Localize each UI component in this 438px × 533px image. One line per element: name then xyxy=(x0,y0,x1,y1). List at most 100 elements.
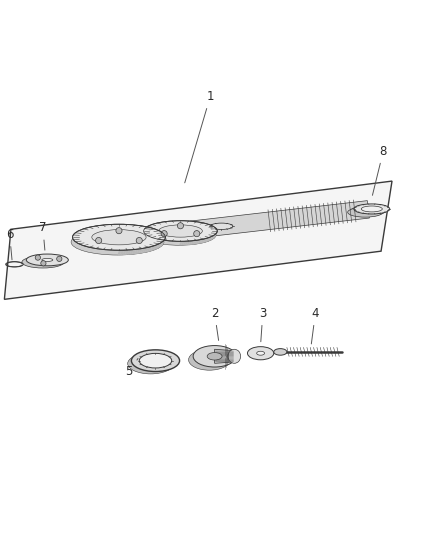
Polygon shape xyxy=(181,221,184,225)
Ellipse shape xyxy=(142,225,216,245)
Polygon shape xyxy=(147,247,151,252)
Text: 6: 6 xyxy=(6,228,14,260)
Polygon shape xyxy=(163,235,165,240)
Polygon shape xyxy=(215,349,234,364)
Polygon shape xyxy=(151,228,154,233)
Ellipse shape xyxy=(73,224,166,250)
Polygon shape xyxy=(179,241,182,245)
Polygon shape xyxy=(189,221,192,225)
Polygon shape xyxy=(215,233,217,237)
Polygon shape xyxy=(134,249,138,254)
Polygon shape xyxy=(163,239,165,245)
Polygon shape xyxy=(201,223,204,227)
Ellipse shape xyxy=(165,227,196,236)
Polygon shape xyxy=(164,236,166,241)
Ellipse shape xyxy=(354,204,390,214)
Polygon shape xyxy=(155,230,158,235)
Polygon shape xyxy=(198,222,201,227)
Polygon shape xyxy=(162,233,164,239)
Polygon shape xyxy=(127,250,131,255)
Polygon shape xyxy=(159,231,162,237)
Circle shape xyxy=(95,238,102,244)
Polygon shape xyxy=(208,225,211,229)
Polygon shape xyxy=(212,226,214,230)
Circle shape xyxy=(116,228,122,234)
Polygon shape xyxy=(200,239,202,244)
Polygon shape xyxy=(147,227,151,232)
Polygon shape xyxy=(127,224,131,230)
Polygon shape xyxy=(214,228,215,232)
Polygon shape xyxy=(194,222,198,226)
Polygon shape xyxy=(139,248,142,254)
Polygon shape xyxy=(160,232,162,238)
Polygon shape xyxy=(130,249,134,255)
Polygon shape xyxy=(211,225,212,230)
Polygon shape xyxy=(152,245,155,251)
Text: 1: 1 xyxy=(185,90,214,183)
Polygon shape xyxy=(145,227,148,232)
Polygon shape xyxy=(137,249,140,254)
Polygon shape xyxy=(213,235,215,239)
Circle shape xyxy=(177,223,184,229)
Polygon shape xyxy=(157,244,159,249)
Polygon shape xyxy=(201,239,204,243)
Polygon shape xyxy=(162,240,165,245)
Polygon shape xyxy=(191,221,194,225)
Polygon shape xyxy=(216,231,217,235)
Polygon shape xyxy=(208,237,211,241)
Ellipse shape xyxy=(99,232,139,243)
Ellipse shape xyxy=(257,351,265,355)
Polygon shape xyxy=(163,236,165,241)
Ellipse shape xyxy=(350,206,385,216)
Polygon shape xyxy=(212,227,214,231)
Polygon shape xyxy=(212,236,214,240)
Ellipse shape xyxy=(22,256,64,268)
Polygon shape xyxy=(143,227,147,232)
Polygon shape xyxy=(215,232,217,237)
Text: 7: 7 xyxy=(39,221,47,250)
Circle shape xyxy=(161,231,167,237)
Polygon shape xyxy=(189,241,192,245)
Polygon shape xyxy=(120,224,124,229)
Polygon shape xyxy=(162,234,165,240)
Polygon shape xyxy=(185,221,188,225)
Polygon shape xyxy=(204,238,207,243)
Polygon shape xyxy=(139,225,142,231)
Polygon shape xyxy=(205,238,208,242)
Ellipse shape xyxy=(92,230,146,245)
Polygon shape xyxy=(159,243,162,248)
Polygon shape xyxy=(152,229,155,234)
Ellipse shape xyxy=(207,352,222,360)
Polygon shape xyxy=(141,226,145,231)
Polygon shape xyxy=(185,241,188,245)
Polygon shape xyxy=(117,224,121,229)
Ellipse shape xyxy=(348,207,383,217)
Polygon shape xyxy=(215,228,216,232)
Circle shape xyxy=(35,255,40,260)
Polygon shape xyxy=(160,241,162,247)
Ellipse shape xyxy=(361,206,382,212)
Polygon shape xyxy=(209,225,212,230)
Polygon shape xyxy=(203,223,205,228)
Text: 5: 5 xyxy=(126,359,138,378)
Polygon shape xyxy=(207,237,209,242)
Text: 8: 8 xyxy=(372,145,387,195)
Polygon shape xyxy=(194,240,198,244)
Polygon shape xyxy=(207,224,209,229)
Polygon shape xyxy=(213,227,215,231)
Circle shape xyxy=(136,238,142,244)
Polygon shape xyxy=(216,232,217,236)
Polygon shape xyxy=(215,233,216,238)
Ellipse shape xyxy=(128,353,173,374)
Polygon shape xyxy=(161,241,163,246)
Polygon shape xyxy=(162,240,164,246)
Circle shape xyxy=(41,261,46,266)
Polygon shape xyxy=(181,241,184,245)
Polygon shape xyxy=(164,238,166,243)
Polygon shape xyxy=(216,230,217,234)
Ellipse shape xyxy=(144,221,217,241)
Ellipse shape xyxy=(274,349,287,355)
Ellipse shape xyxy=(139,353,172,368)
Text: 4: 4 xyxy=(311,307,319,344)
Polygon shape xyxy=(154,245,157,250)
